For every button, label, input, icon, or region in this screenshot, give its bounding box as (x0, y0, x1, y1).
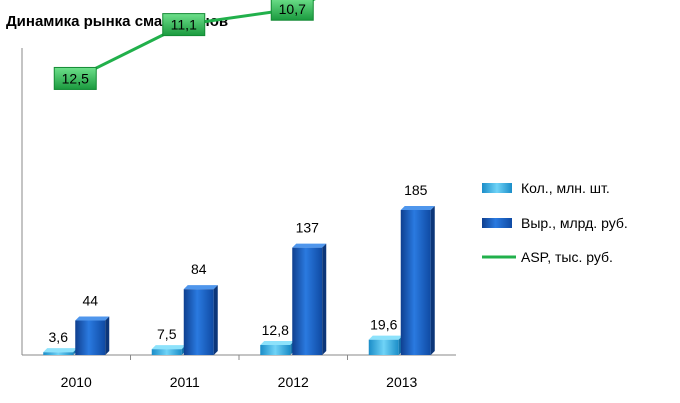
label-quantity: 12,8 (262, 322, 289, 338)
legend-label: Кол., млн. шт. (521, 180, 610, 196)
legend-swatch (482, 218, 512, 228)
bar-revenue (183, 285, 218, 355)
x-tick-label: 2011 (170, 374, 200, 390)
bar-quantity (151, 345, 186, 355)
asp-point: 10,7 (270, 0, 314, 21)
label-revenue: 185 (404, 182, 428, 198)
bar-revenue (75, 316, 110, 355)
legend-label: Выр., млрд. руб. (521, 215, 628, 231)
asp-label: 10,7 (279, 1, 306, 17)
label-revenue: 44 (82, 293, 98, 309)
x-tick-label: 2013 (386, 374, 417, 390)
asp-label-box (162, 13, 206, 37)
legend-swatch (482, 183, 512, 193)
asp-point: 12,5 (53, 66, 97, 90)
legend-item-quantity: Кол., млн. шт. (482, 180, 610, 196)
legend-item-revenue: Выр., млрд. руб. (482, 215, 628, 231)
x-tick-label: 2012 (278, 374, 309, 390)
bar-quantity (368, 335, 403, 355)
label-revenue: 137 (296, 220, 320, 236)
asp-label: 12,5 (62, 70, 89, 86)
bar-revenue (400, 206, 435, 355)
x-tick-label: 2010 (61, 374, 92, 390)
label-quantity: 19,6 (370, 317, 397, 333)
label-revenue: 84 (191, 261, 207, 277)
label-quantity: 3,6 (49, 329, 69, 345)
asp-label-box (270, 0, 314, 21)
asp-label: 11,1 (171, 17, 197, 33)
asp-point: 11,1 (162, 13, 206, 37)
bar-revenue (292, 243, 327, 355)
bar-quantity (43, 348, 78, 355)
legend-label: ASP, тыс. руб. (521, 249, 613, 265)
bar-quantity (260, 340, 295, 355)
label-quantity: 7,5 (157, 326, 177, 342)
legend: Кол., млн. шт. Выр., млрд. руб. ASP, тыс. … (482, 180, 628, 265)
legend-item-asp: ASP, тыс. руб. (482, 249, 613, 265)
asp-line (74, 0, 316, 80)
asp-label-box (53, 66, 97, 90)
